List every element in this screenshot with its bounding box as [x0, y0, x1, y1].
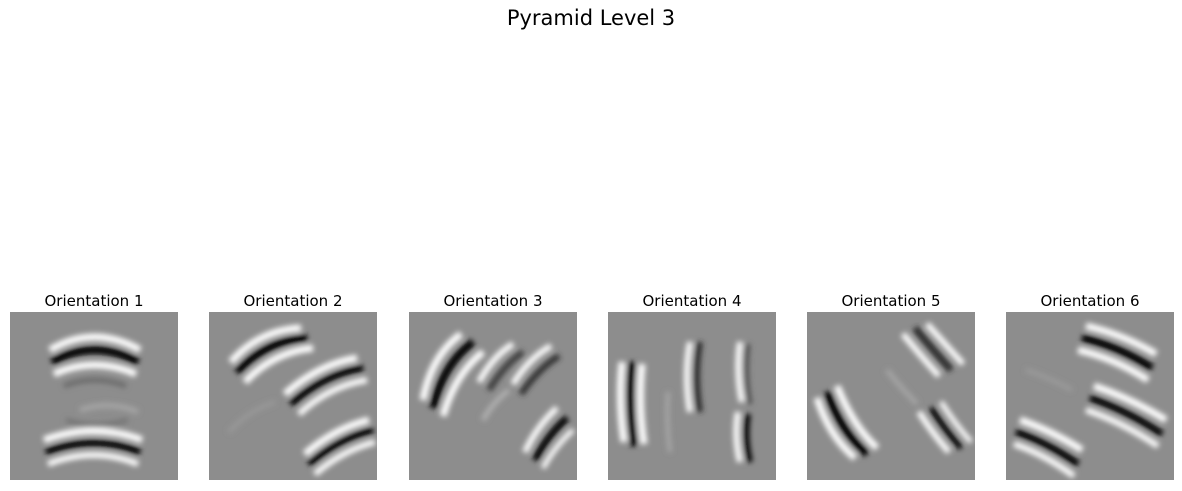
panel-3: Orientation 3: [409, 290, 577, 480]
panel-3-title: Orientation 3: [443, 292, 543, 310]
panel-1: Orientation 1: [10, 290, 178, 480]
panel-6-image: [1006, 312, 1174, 480]
panel-4: Orientation 4: [608, 290, 776, 480]
panel-2-title: Orientation 2: [243, 292, 343, 310]
panel-6: Orientation 6: [1006, 290, 1174, 480]
panel-5-title: Orientation 5: [841, 292, 941, 310]
panel-5: Orientation 5: [807, 290, 975, 480]
panel-2-image: [209, 312, 377, 480]
panel-5-image: [807, 312, 975, 480]
panel-4-image: [608, 312, 776, 480]
panel-1-image: [10, 312, 178, 480]
panel-3-image: [409, 312, 577, 480]
panel-1-title: Orientation 1: [44, 292, 144, 310]
figure-title: Pyramid Level 3: [506, 6, 676, 30]
panel-6-title: Orientation 6: [1040, 292, 1140, 310]
panel-2: Orientation 2: [209, 290, 377, 480]
panel-4-title: Orientation 4: [642, 292, 742, 310]
